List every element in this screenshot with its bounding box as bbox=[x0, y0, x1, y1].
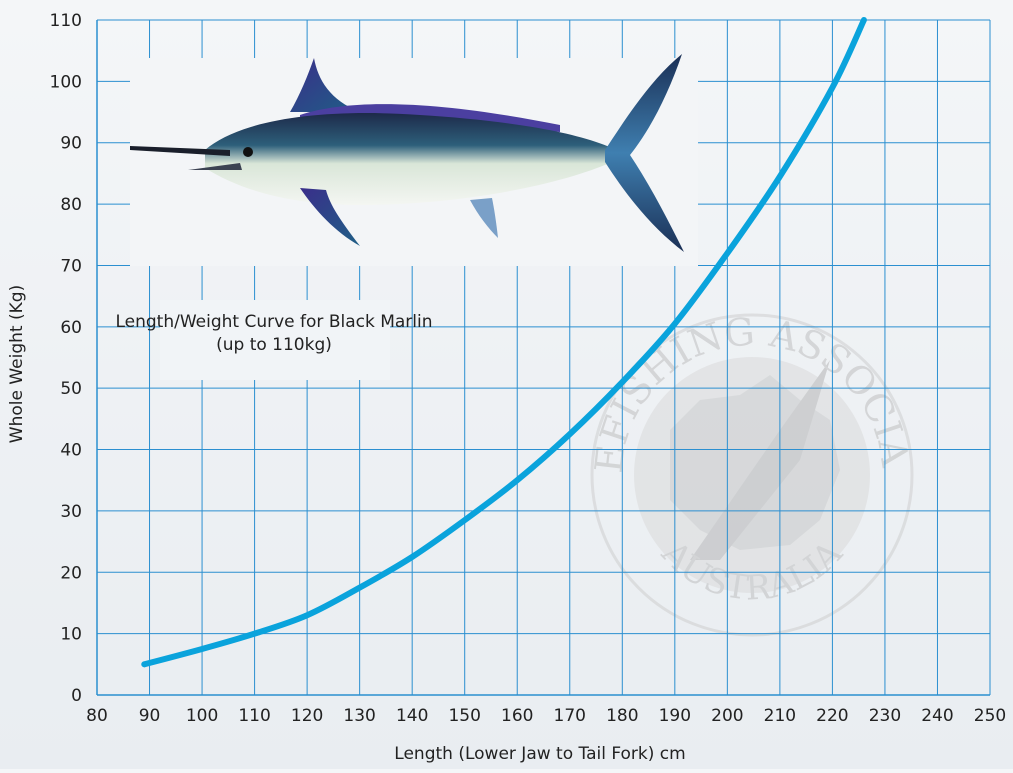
x-tick-label: 100 bbox=[186, 706, 218, 726]
marlin-pectoral-fin bbox=[300, 188, 360, 246]
annotation-line-1: Length/Weight Curve for Black Marlin bbox=[115, 312, 432, 332]
annotation-line-2: (up to 110kg) bbox=[216, 335, 332, 355]
y-tick-label: 0 bbox=[71, 686, 82, 706]
y-tick-label: 60 bbox=[60, 318, 82, 338]
x-tick-label: 170 bbox=[554, 706, 586, 726]
y-tick-label: 90 bbox=[60, 134, 82, 154]
x-tick-label: 120 bbox=[291, 706, 323, 726]
x-tick-label: 200 bbox=[711, 706, 743, 726]
chart-annotation: Length/Weight Curve for Black Marlin (up… bbox=[115, 300, 433, 380]
x-tick-label: 80 bbox=[86, 706, 108, 726]
x-tick-label: 250 bbox=[974, 706, 1006, 726]
y-axis-label: Whole Weight (Kg) bbox=[7, 285, 27, 443]
x-tick-label: 180 bbox=[606, 706, 638, 726]
watermark-map-shape bbox=[670, 375, 840, 550]
y-tick-label: 70 bbox=[60, 256, 82, 276]
x-tick-label: 140 bbox=[396, 706, 428, 726]
label-layer: Length (Lower Jaw to Tail Fork) cm Whole… bbox=[7, 285, 686, 764]
y-tick-label: 20 bbox=[60, 563, 82, 583]
y-tick-label: 100 bbox=[50, 72, 82, 92]
watermark-fish-shape bbox=[690, 360, 830, 560]
length-weight-curve bbox=[141, 17, 867, 668]
marlin-body bbox=[205, 113, 618, 205]
x-tick-label: 230 bbox=[869, 706, 901, 726]
watermark-outer-ring bbox=[590, 313, 914, 637]
marlin-dorsal-fin bbox=[290, 58, 360, 112]
x-tick-label: 190 bbox=[659, 706, 691, 726]
x-tick-label: 90 bbox=[139, 706, 161, 726]
x-tick-label: 160 bbox=[501, 706, 533, 726]
x-tick-label: 220 bbox=[816, 706, 848, 726]
curve-layer bbox=[141, 17, 867, 668]
marlin-lower-jaw bbox=[188, 163, 242, 170]
annotation-backdrop bbox=[160, 300, 390, 380]
marlin-tail bbox=[605, 54, 684, 252]
x-tick-label: 130 bbox=[343, 706, 375, 726]
x-tick-label: 240 bbox=[921, 706, 953, 726]
x-tick-label: 150 bbox=[448, 706, 480, 726]
x-tick-label: 110 bbox=[238, 706, 270, 726]
y-tick-label: 110 bbox=[50, 11, 82, 31]
watermark-inner-disc bbox=[634, 357, 870, 593]
y-tick-label: 50 bbox=[60, 379, 82, 399]
marlin-anal-fin bbox=[470, 198, 498, 238]
marlin-bill bbox=[130, 146, 230, 156]
x-axis-label: Length (Lower Jaw to Tail Fork) cm bbox=[394, 744, 685, 764]
y-tick-label: 30 bbox=[60, 502, 82, 522]
x-tick-label: 210 bbox=[764, 706, 796, 726]
black-marlin-illustration bbox=[130, 54, 698, 266]
y-tick-label: 10 bbox=[60, 625, 82, 645]
y-tick-label: 40 bbox=[60, 441, 82, 461]
marlin-eye bbox=[243, 147, 253, 157]
y-tick-label: 80 bbox=[60, 195, 82, 215]
axis-layer: 80 90 100 110 120 130 140 150 160 170 180 190 200 210… bbox=[50, 11, 1007, 726]
